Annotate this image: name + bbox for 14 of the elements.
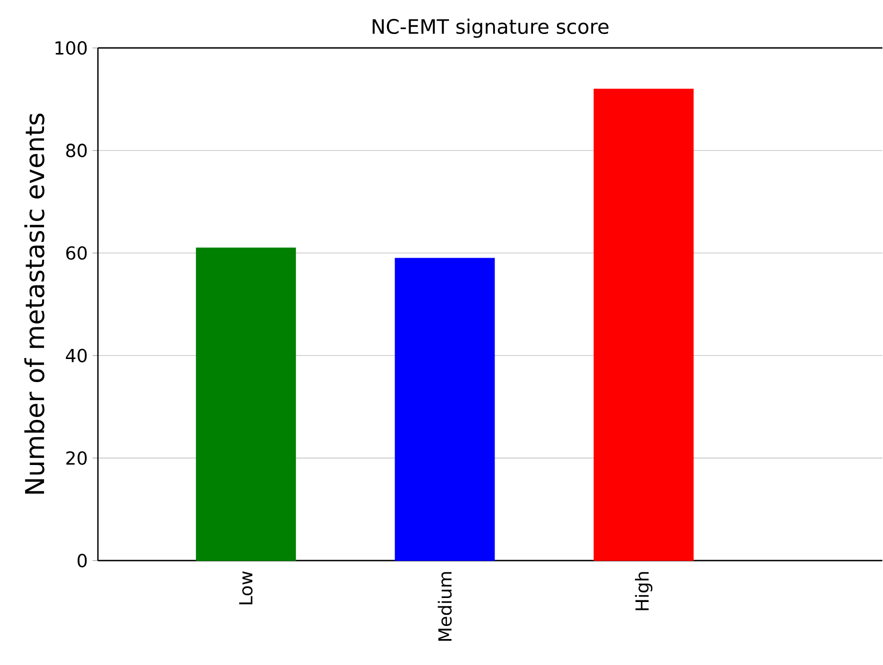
x-tick-label: High bbox=[634, 572, 652, 610]
chart-title: NC-EMT signature score bbox=[372, 18, 608, 38]
y-axis-title: Number of metastasic events bbox=[24, 113, 44, 494]
x-tick-label: Medium bbox=[438, 572, 452, 641]
y-tick-label: 0 bbox=[78, 554, 87, 568]
y-tick-label: 40 bbox=[66, 348, 87, 362]
bar bbox=[196, 247, 296, 561]
bar bbox=[594, 88, 694, 561]
y-tick-label: 100 bbox=[56, 40, 87, 55]
y-tick-label: 80 bbox=[66, 143, 87, 158]
x-tick-label: Low bbox=[239, 571, 253, 604]
y-tick-label: 20 bbox=[66, 451, 87, 465]
y-tick-label: 60 bbox=[66, 246, 87, 260]
bar bbox=[394, 258, 495, 561]
